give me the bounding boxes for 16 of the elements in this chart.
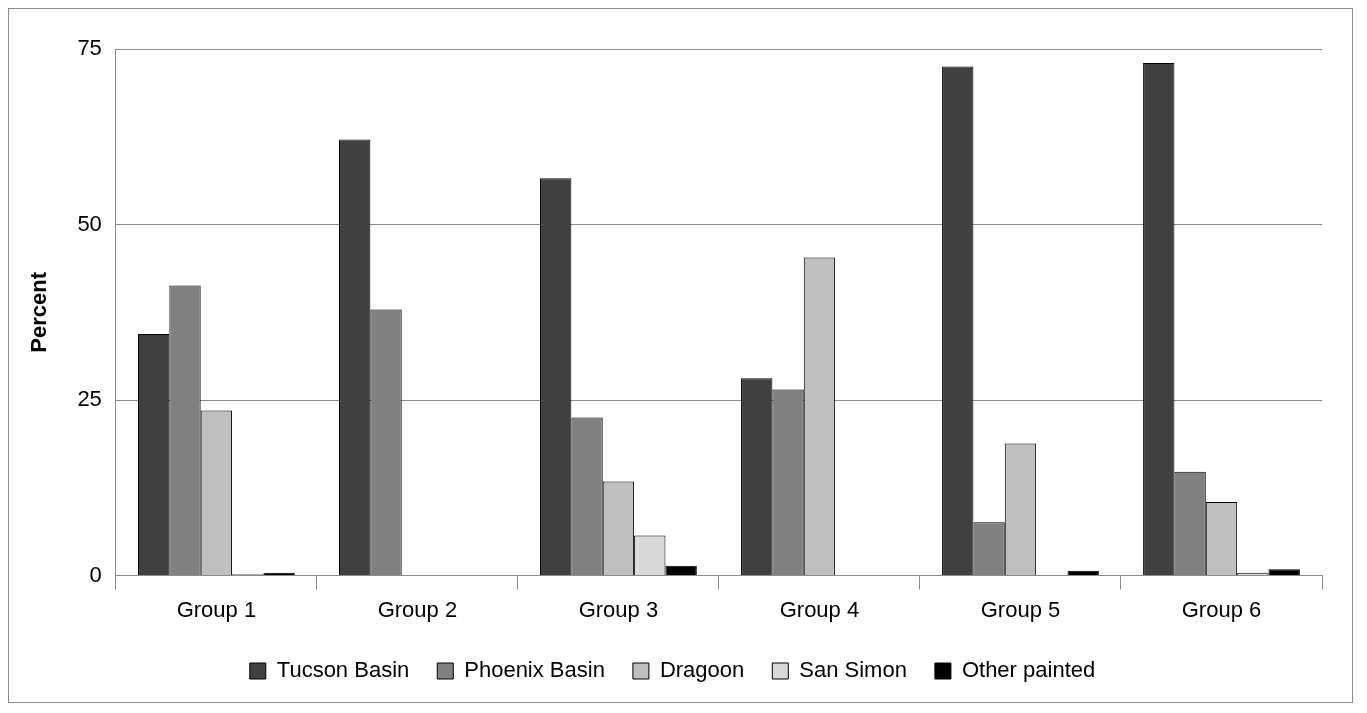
legend-label: San Simon [799, 657, 907, 683]
x-tick-label: Group 1 [176, 596, 257, 622]
x-tick-label: Group 4 [779, 596, 860, 622]
y-tick-label: 75 [77, 35, 102, 61]
y-tick-label: 50 [77, 210, 102, 236]
legend-label: Other painted [961, 657, 1096, 683]
x-tick-label: Group 6 [1181, 596, 1262, 622]
x-tick-label: Group 2 [377, 596, 458, 622]
y-tick-label: 0 [89, 561, 102, 587]
x-tick-label: Group 3 [578, 596, 659, 622]
legend-label: Tucson Basin [276, 657, 410, 683]
legend-label: Dragoon [659, 657, 745, 683]
x-tick-label: Group 5 [980, 596, 1061, 622]
legend-label: Phoenix Basin [464, 657, 605, 683]
y-tick-label: 25 [77, 386, 102, 412]
y-axis-title: Percent [26, 271, 52, 353]
